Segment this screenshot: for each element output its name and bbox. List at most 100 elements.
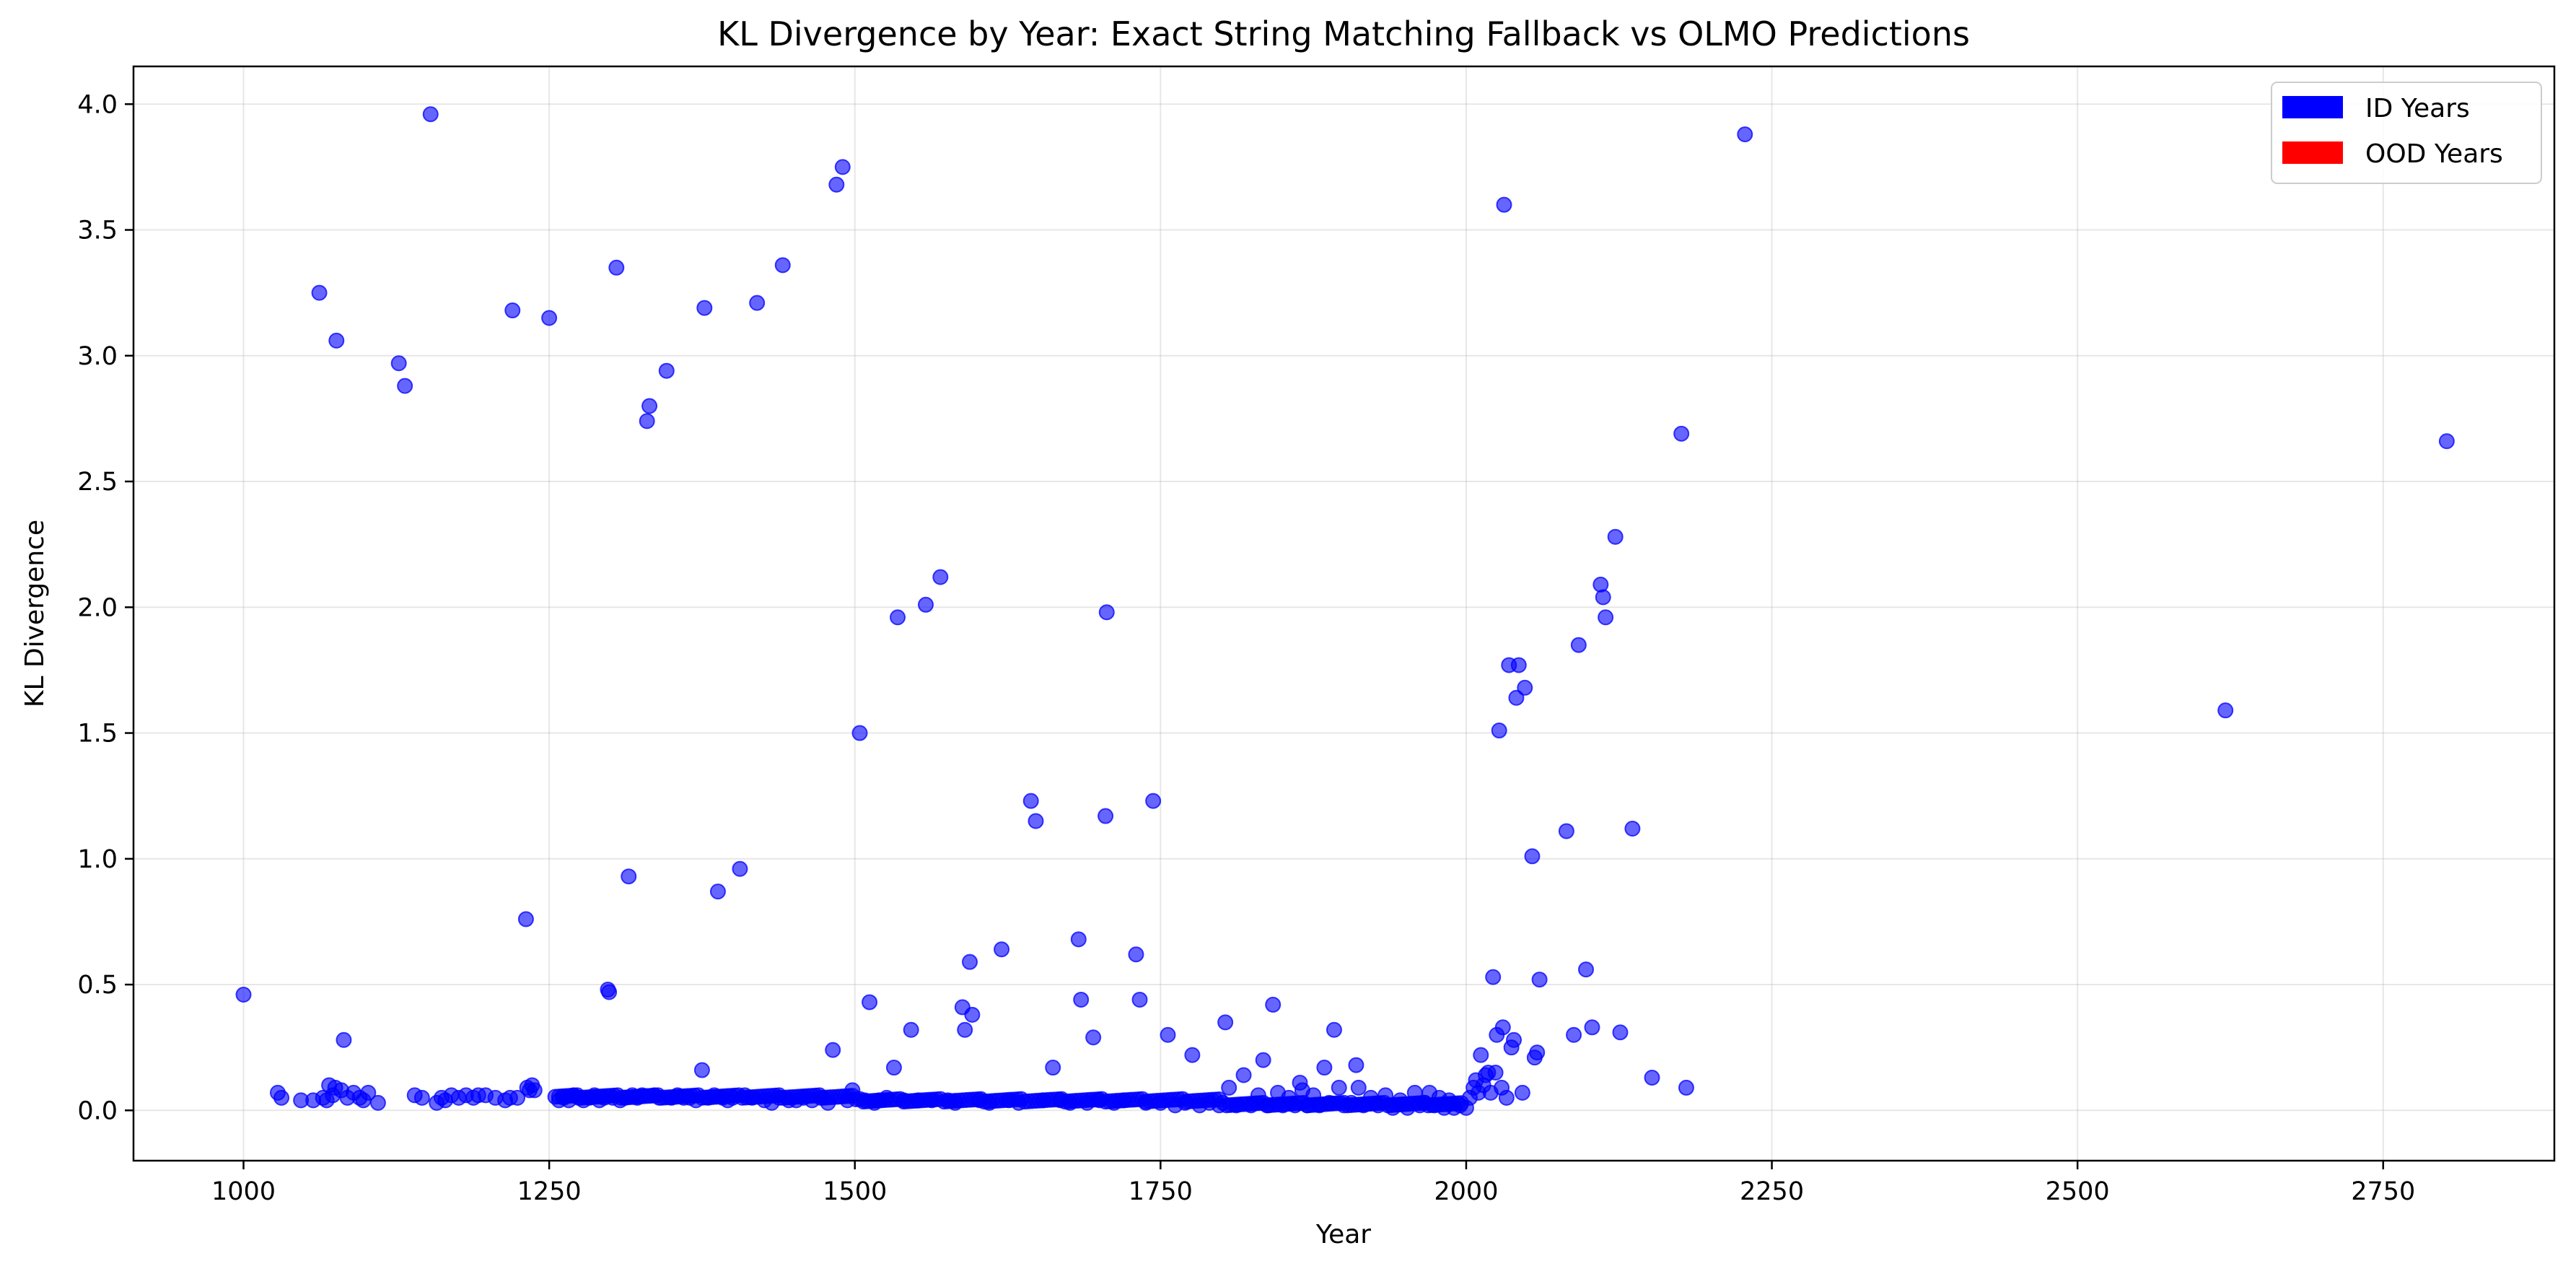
data-point — [1485, 969, 1502, 985]
data-point — [1496, 196, 1512, 213]
data-point — [1098, 808, 1114, 824]
data-point — [1316, 1060, 1333, 1076]
data-point — [390, 355, 407, 372]
data-point — [1607, 528, 1624, 545]
y-tick-label: 0.0 — [77, 1096, 118, 1125]
data-point — [1235, 1067, 1252, 1083]
data-point — [509, 1089, 526, 1106]
data-point — [732, 860, 748, 877]
data-point — [1131, 991, 1148, 1008]
data-point — [749, 294, 766, 311]
data-point — [1265, 996, 1282, 1013]
y-tick-label: 1.5 — [77, 720, 118, 749]
y-tick-label: 1.0 — [77, 845, 118, 874]
data-point — [608, 259, 625, 276]
legend-label-id-years: ID Years — [2365, 94, 2470, 123]
data-point — [422, 106, 439, 123]
data-point — [1073, 991, 1090, 1008]
x-tick-label: 2500 — [2046, 1177, 2110, 1206]
data-point — [1510, 657, 1527, 673]
data-point — [825, 1042, 841, 1058]
data-point — [1487, 1065, 1504, 1081]
grid-lines — [133, 66, 2554, 1161]
data-point — [1255, 1052, 1271, 1068]
data-point — [1128, 946, 1144, 963]
data-point — [517, 911, 534, 928]
data-point — [1514, 1084, 1530, 1101]
x-axis-label: Year — [1315, 1220, 1371, 1249]
data-point — [1558, 823, 1574, 839]
data-point — [601, 984, 618, 1000]
x-tick-label: 2000 — [1434, 1177, 1498, 1206]
data-point — [862, 994, 878, 1011]
data-point — [693, 1062, 710, 1078]
y-tick-label: 4.0 — [77, 90, 118, 119]
data-point — [1644, 1069, 1660, 1086]
data-points — [235, 106, 2455, 1116]
data-point — [1453, 1095, 1470, 1112]
data-point — [1508, 689, 1525, 706]
data-point — [1506, 1031, 1523, 1048]
y-tick-label: 0.5 — [77, 971, 118, 1000]
data-point — [1326, 1021, 1342, 1038]
data-point — [1022, 793, 1039, 809]
y-tick-label: 3.0 — [77, 342, 118, 371]
data-point — [994, 941, 1010, 958]
data-point — [1624, 820, 1641, 837]
data-point — [1473, 1047, 1489, 1063]
data-point — [932, 569, 949, 585]
data-point — [774, 257, 791, 274]
data-point — [1085, 1029, 1102, 1046]
data-point — [834, 159, 851, 175]
x-tick-label: 1250 — [517, 1177, 582, 1206]
data-point — [1348, 1057, 1364, 1073]
legend-swatch-ood-years — [2282, 141, 2343, 164]
legend: ID Years OOD Years — [2271, 82, 2542, 184]
data-point — [1517, 679, 1533, 696]
data-point — [709, 883, 726, 900]
data-point — [1524, 848, 1541, 865]
x-tick-label: 1750 — [1129, 1177, 1193, 1206]
data-point — [696, 300, 713, 316]
y-axis-label: KL Divergence — [20, 520, 50, 707]
y-tick-label: 3.5 — [77, 217, 118, 245]
x-tick-label: 2750 — [2351, 1177, 2415, 1206]
data-point — [360, 1084, 377, 1101]
data-point — [957, 1021, 973, 1038]
data-point — [235, 986, 252, 1003]
data-point — [1498, 1089, 1515, 1106]
data-point — [658, 362, 675, 379]
data-point — [413, 1089, 430, 1106]
data-point — [1678, 1079, 1694, 1096]
data-point — [1098, 604, 1115, 621]
data-point — [1221, 1079, 1237, 1096]
data-point — [1350, 1079, 1367, 1096]
data-point — [397, 378, 413, 394]
data-point — [504, 302, 521, 319]
data-point — [1331, 1079, 1347, 1096]
chart-title: KL Divergence by Year: Exact String Matc… — [717, 14, 1970, 53]
data-point — [1673, 425, 1690, 442]
data-point — [1584, 1019, 1600, 1036]
legend-label-ood-years: OOD Years — [2365, 139, 2503, 169]
data-point — [1570, 637, 1587, 653]
data-point — [336, 1031, 352, 1048]
data-point — [1737, 126, 1753, 143]
data-point — [311, 284, 328, 301]
data-point — [369, 1094, 386, 1111]
y-tick-label: 2.5 — [77, 468, 118, 497]
data-point — [1145, 793, 1162, 809]
data-point — [641, 398, 658, 414]
data-point — [964, 1006, 981, 1023]
data-point — [1184, 1047, 1201, 1063]
data-point — [1491, 723, 1507, 739]
data-point — [903, 1021, 919, 1038]
data-point — [1045, 1060, 1061, 1076]
data-point — [2438, 433, 2455, 450]
data-point — [1028, 813, 1044, 829]
data-point — [541, 310, 558, 326]
data-point — [621, 868, 637, 885]
data-point — [962, 954, 978, 970]
